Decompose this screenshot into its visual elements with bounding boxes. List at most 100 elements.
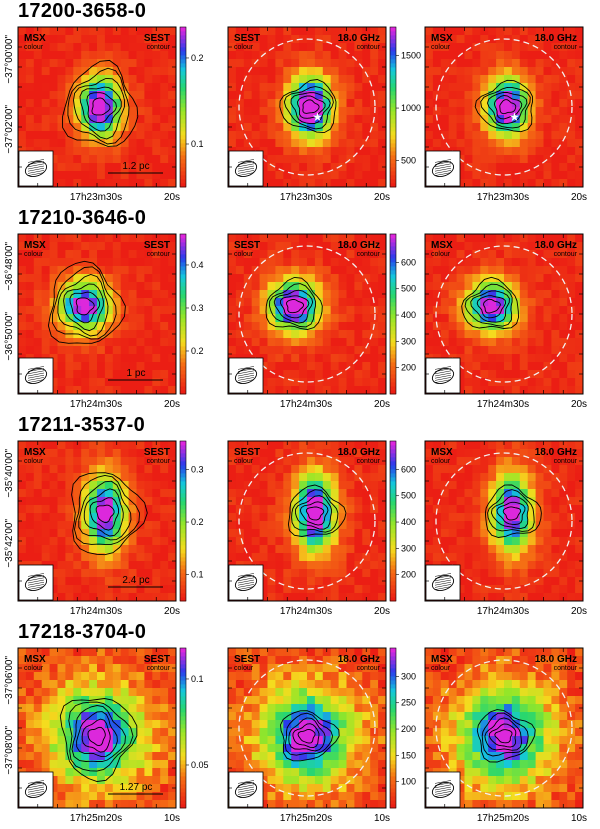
heatmap-cell	[160, 282, 169, 291]
heatmap-cell	[299, 274, 308, 283]
heatmap-cell	[65, 736, 74, 745]
heatmap-cell	[283, 648, 292, 657]
heatmap-cell	[575, 585, 584, 594]
heatmap-cell	[511, 457, 521, 466]
heatmap-cell	[251, 83, 260, 92]
heatmap-cell	[338, 91, 347, 100]
heatmap-cell	[97, 489, 106, 498]
heatmap-cell	[235, 43, 245, 52]
heatmap-cell	[104, 672, 114, 681]
heatmap-cell	[89, 306, 98, 315]
heatmap-cell	[559, 465, 568, 474]
heatmap-cell	[160, 672, 169, 681]
heatmap-cell	[314, 163, 324, 172]
heatmap-cell	[440, 537, 450, 546]
heatmap-cell	[511, 99, 521, 108]
heatmap-cell	[378, 386, 387, 395]
heatmap-cell	[41, 664, 50, 673]
heatmap-cell	[228, 545, 237, 554]
colorbar-segment	[180, 115, 186, 120]
heatmap-cell	[307, 513, 316, 522]
heatmap-cell	[73, 728, 82, 737]
heatmap-cell	[65, 593, 74, 602]
heatmap-cell	[97, 242, 106, 251]
heatmap-cell	[168, 322, 177, 331]
heatmap-cell	[251, 680, 260, 689]
heatmap-cell	[120, 59, 129, 68]
heatmap-cell	[89, 784, 98, 793]
heatmap-cell	[425, 131, 434, 140]
heatmap-cell	[362, 290, 371, 299]
heatmap-cell	[464, 131, 473, 140]
heatmap-cell	[112, 672, 122, 681]
heatmap-cell	[49, 27, 58, 36]
heatmap-cell	[519, 131, 529, 140]
heatmap-cell	[488, 234, 497, 243]
ra-tick-label: 17h23m30s	[280, 192, 332, 203]
heatmap-cell	[49, 234, 58, 243]
heatmap-cell	[25, 123, 35, 132]
heatmap-cell	[97, 234, 106, 243]
beam-hatch	[27, 575, 45, 579]
heatmap-cell	[152, 290, 161, 299]
colorbar-segment	[390, 358, 396, 363]
heatmap-cell	[354, 131, 363, 140]
heatmap-cell	[330, 139, 339, 148]
heatmap-cell	[496, 290, 505, 299]
heatmap-cell	[73, 362, 82, 371]
contour-line	[487, 91, 528, 125]
heatmap-cell	[440, 521, 450, 530]
heatmap-cell	[448, 481, 457, 490]
heatmap-cell	[496, 59, 505, 68]
heatmap-cell	[338, 290, 347, 299]
ra-tick-label: 17h24m30s	[70, 606, 122, 617]
heatmap-cell	[81, 155, 90, 164]
heatmap-cell	[18, 473, 27, 482]
heatmap-cell	[346, 258, 355, 267]
heatmap-cell	[346, 585, 355, 594]
heatmap-cell	[152, 704, 161, 713]
heatmap-cell	[456, 489, 465, 498]
colorbar-segment	[180, 139, 186, 144]
heatmap-cell	[299, 696, 308, 705]
heatmap-cell	[25, 752, 35, 761]
heatmap-cell	[338, 553, 347, 562]
heatmap-cell	[527, 378, 536, 387]
heatmap-cell	[25, 648, 35, 657]
panel-right-label: SEST	[144, 447, 170, 458]
heatmap-cell	[136, 672, 145, 681]
heatmap-cell	[448, 521, 457, 530]
heatmap-cell	[243, 242, 253, 251]
heatmap-cell	[330, 545, 339, 554]
contour-line	[52, 266, 117, 340]
heatmap-cell	[511, 298, 521, 307]
colorbar-frame	[389, 233, 397, 395]
heatmap-cell	[112, 378, 122, 387]
colorbar-segment	[180, 541, 186, 546]
heatmap-cell	[144, 712, 153, 721]
heatmap-cell	[152, 513, 161, 522]
colorbar-segment	[390, 366, 396, 371]
heatmap-cell	[104, 274, 114, 283]
heatmap-cell	[314, 298, 324, 307]
heatmap-cell	[97, 505, 106, 514]
heatmap-cell	[104, 449, 114, 458]
heatmap-cell	[504, 386, 513, 395]
heatmap-cell	[228, 27, 237, 36]
heatmap-cell	[472, 147, 481, 156]
heatmap-cell	[535, 362, 544, 371]
heatmap-cell	[152, 449, 161, 458]
heatmap-cell	[243, 139, 253, 148]
heatmap-cell	[527, 242, 536, 251]
heatmap-cell	[354, 314, 363, 323]
heatmap-cell	[144, 736, 153, 745]
heatmap-cell	[567, 282, 576, 291]
heatmap-cell	[73, 338, 82, 347]
heatmap-cell	[73, 569, 82, 578]
heatmap-cell	[299, 457, 308, 466]
colorbar-segment	[390, 378, 396, 383]
heatmap-cell	[370, 561, 379, 570]
heatmap-cell	[104, 680, 114, 689]
colorbar-segment	[180, 453, 186, 458]
